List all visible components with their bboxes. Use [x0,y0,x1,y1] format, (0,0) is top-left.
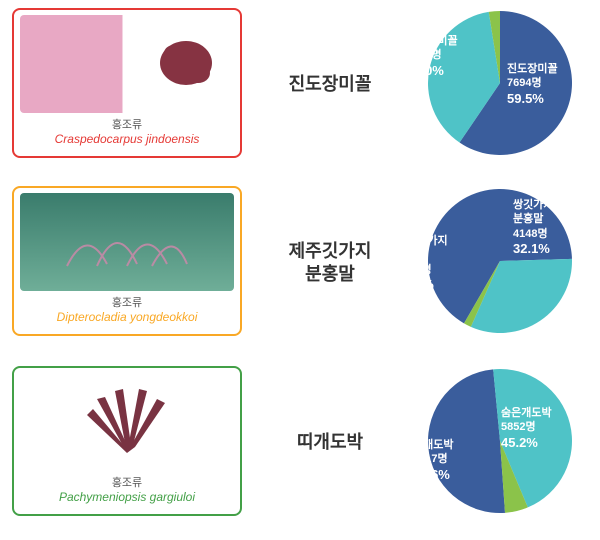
scientific-name: Dipterocladia yongdeokkoi [14,310,240,324]
species-image [20,373,234,471]
seaweed-icon [67,381,187,464]
pie-label: 제주깃가지분홍말8566명66.2% [397,234,448,294]
species-row: 홍조류Dipterocladia yongdeokkoi제주깃가지분홍말제주깃가… [0,178,600,348]
category-korean: 홍조류 [14,474,240,490]
pie-chart: 진도장미꼴7694명59.5%바다장미꼴4917명38.0% [415,8,585,163]
species-image [20,15,234,113]
species-card: 홍조류Pachymeniopsis gargiuloi [12,366,242,516]
seaweed-icon [146,23,226,106]
species-card: 홍조류Dipterocladia yongdeokkoi [12,186,242,336]
seaweed-icon [57,206,197,279]
pie-label: 바다장미꼴4917명38.0% [407,34,458,79]
scientific-name: Craspedocarpus jindoensis [14,132,240,146]
pie-label: 숨은개도박5852명45.2% [501,406,552,451]
pie-chart: 제주깃가지분홍말8566명66.2%쌍깃가지분홍말4148명32.1% [415,186,585,341]
species-row: 홍조류Pachymeniopsis gargiuloi띠개도박띠개도박6417명… [0,358,600,528]
pie-label: 진도장미꼴7694명59.5% [507,62,558,107]
pie-chart: 띠개도박6417명49.6% 숨은개도박5852명45.2% [415,366,585,521]
category-korean: 홍조류 [14,116,240,132]
pie-label: 띠개도박6417명49.6% [413,438,453,483]
species-image [20,193,234,291]
species-title: 띠개도박 [260,358,400,528]
scientific-name: Pachymeniopsis gargiuloi [14,490,240,504]
pie-label: 쌍깃가지분홍말4148명32.1% [513,198,553,258]
category-korean: 홍조류 [14,294,240,310]
species-row: 홍조류Craspedocarpus jindoensis진도장미꼴진도장미꼴76… [0,0,600,170]
species-title: 진도장미꼴 [260,0,400,170]
species-title: 제주깃가지분홍말 [260,178,400,348]
species-card: 홍조류Craspedocarpus jindoensis [12,8,242,158]
